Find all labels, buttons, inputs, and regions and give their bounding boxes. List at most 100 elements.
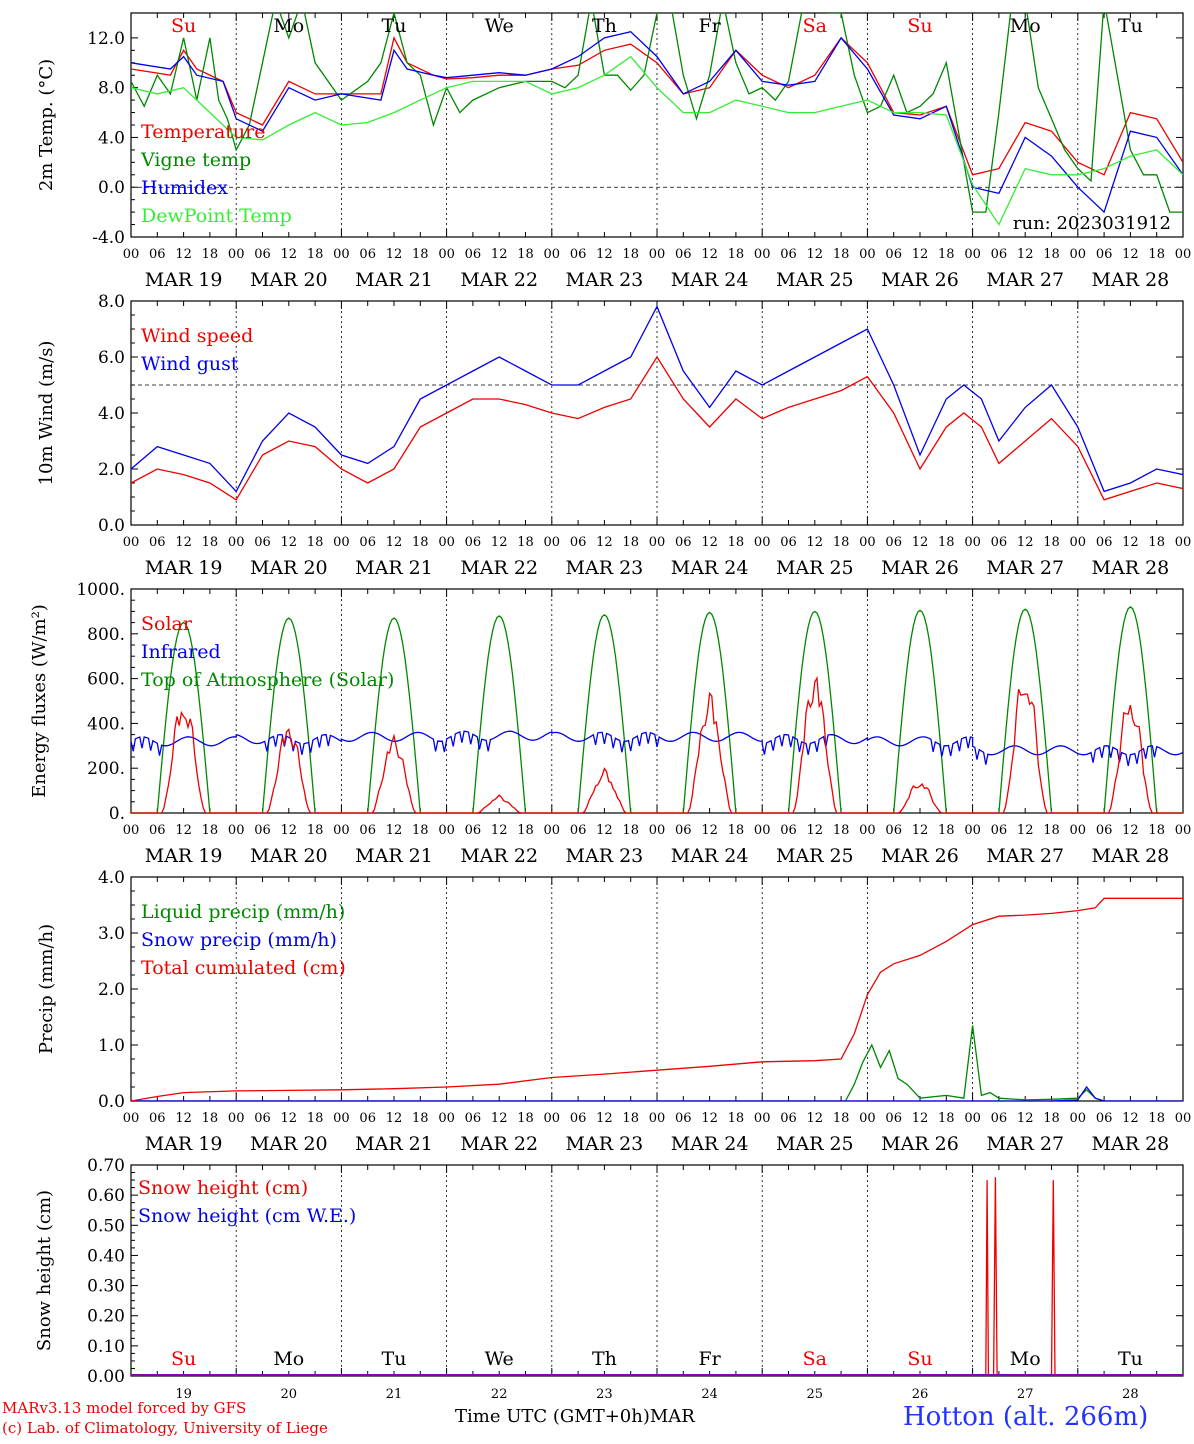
hour-tick-label: 12: [281, 823, 298, 838]
weekday-label: Tu: [382, 1348, 407, 1370]
legend-entry: Wind speed: [141, 325, 253, 347]
hour-tick-label: 18: [517, 1111, 534, 1126]
hour-tick-label: 12: [807, 247, 824, 262]
hour-tick-label: 18: [307, 535, 324, 550]
weekday-label: Sa: [803, 1348, 827, 1370]
hour-tick-label: 06: [885, 1111, 902, 1126]
date-label: MAR 25: [776, 845, 854, 867]
humidex-line: [131, 30, 1183, 214]
hour-tick-label: 06: [149, 1111, 166, 1126]
date-label: MAR 27: [986, 557, 1064, 579]
weekday-label: Th: [592, 1348, 617, 1370]
date-label: MAR 19: [145, 269, 223, 291]
hour-tick-label: 12: [807, 535, 824, 550]
hour-tick-label: 00: [1175, 1111, 1192, 1126]
hour-tick-label: 06: [254, 1111, 271, 1126]
hour-tick-label: 00: [1175, 823, 1192, 838]
hour-tick-label: 00: [438, 823, 455, 838]
wind-gust-line: [131, 305, 1183, 493]
hour-tick-label: 00: [1070, 823, 1087, 838]
weekday-label: Fr: [698, 1348, 721, 1370]
hour-tick-label: 06: [359, 535, 376, 550]
hour-tick-label: 18: [938, 535, 955, 550]
legend-entry: Wind gust: [141, 353, 239, 375]
hour-tick-label: 18: [728, 823, 745, 838]
legend-entry: Total cumulated (cm): [141, 957, 346, 979]
hour-tick-label: 12: [807, 823, 824, 838]
y-tick-label: 2.0: [98, 980, 125, 1000]
legend-entry: Humidex: [141, 177, 228, 199]
weekday-label: Su: [907, 1348, 932, 1370]
hour-tick-label: 18: [517, 823, 534, 838]
hour-tick-label: 00: [859, 247, 876, 262]
hour-tick-label: 12: [596, 247, 613, 262]
hour-tick-label: 00: [964, 823, 981, 838]
hour-tick-label: 06: [675, 535, 692, 550]
date-label: MAR 26: [881, 1133, 959, 1155]
weekday-label: Tu: [382, 15, 407, 37]
y-axis-label: 2m Temp. (°C): [36, 59, 57, 191]
panel-3: 0. 200. 400. 600. 800. 1000. Energy fluxes (W/…: [29, 580, 1191, 867]
hour-tick-label: 06: [675, 247, 692, 262]
hour-tick-label: 06: [780, 247, 797, 262]
dewpoint-temp-line: [131, 55, 1183, 226]
y-tick-label: 1000.: [76, 580, 125, 600]
hour-tick-label: 18: [412, 247, 429, 262]
hour-tick-label: 00: [228, 535, 245, 550]
date-label: MAR 22: [460, 1133, 538, 1155]
hour-tick-label: 18: [1148, 535, 1165, 550]
y-tick-label: -4.0: [92, 228, 125, 248]
hour-tick-label: 00: [649, 535, 666, 550]
hour-tick-label: 00: [333, 823, 350, 838]
date-label: MAR 21: [355, 557, 433, 579]
date-label: MAR 26: [881, 269, 959, 291]
weekday-label: Th: [592, 15, 617, 37]
hour-tick-label: 06: [359, 1111, 376, 1126]
date-label: MAR 25: [776, 1133, 854, 1155]
y-tick-label: 0.: [109, 804, 125, 824]
hour-tick-label: 00: [123, 823, 140, 838]
hour-tick-label: 12: [491, 823, 508, 838]
hour-tick-label: 18: [1148, 823, 1165, 838]
y-tick-label: 0.50: [87, 1216, 125, 1236]
wind-speed-line: [131, 355, 1183, 501]
y-axis-label: Precip (mm/h): [36, 924, 57, 1054]
y-tick-label: 0.30: [87, 1277, 125, 1297]
hour-tick-label: 12: [912, 1111, 929, 1126]
hour-tick-label: 18: [412, 1111, 429, 1126]
legend-entry: Vigne temp: [140, 149, 251, 171]
day-number-label: 25: [807, 1387, 824, 1402]
hour-tick-label: 12: [701, 1111, 718, 1126]
hour-tick-label: 12: [175, 823, 192, 838]
hour-tick-label: 00: [1175, 247, 1192, 262]
hour-tick-label: 12: [596, 1111, 613, 1126]
hour-tick-label: 12: [912, 247, 929, 262]
date-label: MAR 19: [145, 557, 223, 579]
hour-tick-label: 06: [570, 247, 587, 262]
hour-tick-label: 06: [465, 247, 482, 262]
hour-tick-label: 12: [1122, 535, 1139, 550]
hour-tick-label: 06: [1096, 1111, 1113, 1126]
date-label: MAR 26: [881, 557, 959, 579]
vigne-temp-line: [131, 13, 1183, 213]
hour-tick-label: 18: [938, 1111, 955, 1126]
hour-tick-label: 06: [675, 823, 692, 838]
hour-tick-label: 18: [622, 247, 639, 262]
hour-tick-label: 00: [123, 535, 140, 550]
date-label: MAR 23: [566, 557, 644, 579]
hour-tick-label: 12: [1017, 1111, 1034, 1126]
day-number-label: 20: [281, 1387, 298, 1402]
hour-tick-label: 00: [754, 247, 771, 262]
snow-precip-mm-h-line: [131, 1085, 1183, 1101]
date-label: MAR 19: [145, 1133, 223, 1155]
day-number-label: 27: [1017, 1387, 1034, 1402]
date-label: MAR 20: [250, 1133, 328, 1155]
y-tick-label: 3.0: [98, 924, 125, 944]
hour-tick-label: 12: [701, 247, 718, 262]
legend-entry: DewPoint Temp: [141, 205, 292, 227]
date-label: MAR 28: [1092, 269, 1170, 291]
legend-entry: Snow height (cm W.E.): [138, 1205, 356, 1227]
hour-tick-label: 18: [833, 1111, 850, 1126]
legend-entry: Solar: [141, 613, 193, 635]
